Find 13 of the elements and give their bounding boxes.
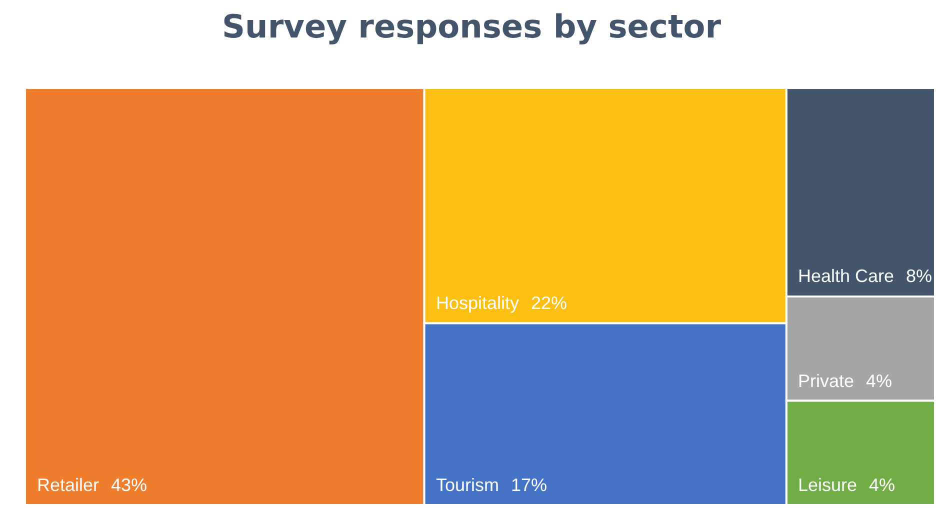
- category-label: Leisure: [798, 475, 858, 495]
- category-label: Health Care: [798, 266, 894, 286]
- data-label: 17%: [511, 475, 548, 495]
- data-label: 8%: [906, 266, 932, 286]
- category-label: Private: [798, 371, 854, 391]
- text: Survey responses by sector: [222, 8, 722, 46]
- category-label: Retailer: [37, 475, 100, 495]
- data-label: 43%: [111, 475, 148, 495]
- data-label: 4%: [866, 371, 892, 391]
- category-label: Hospitality: [436, 293, 520, 313]
- category-label: Tourism: [436, 475, 500, 495]
- data-label: 4%: [869, 475, 896, 495]
- data-label: 22%: [531, 293, 568, 313]
